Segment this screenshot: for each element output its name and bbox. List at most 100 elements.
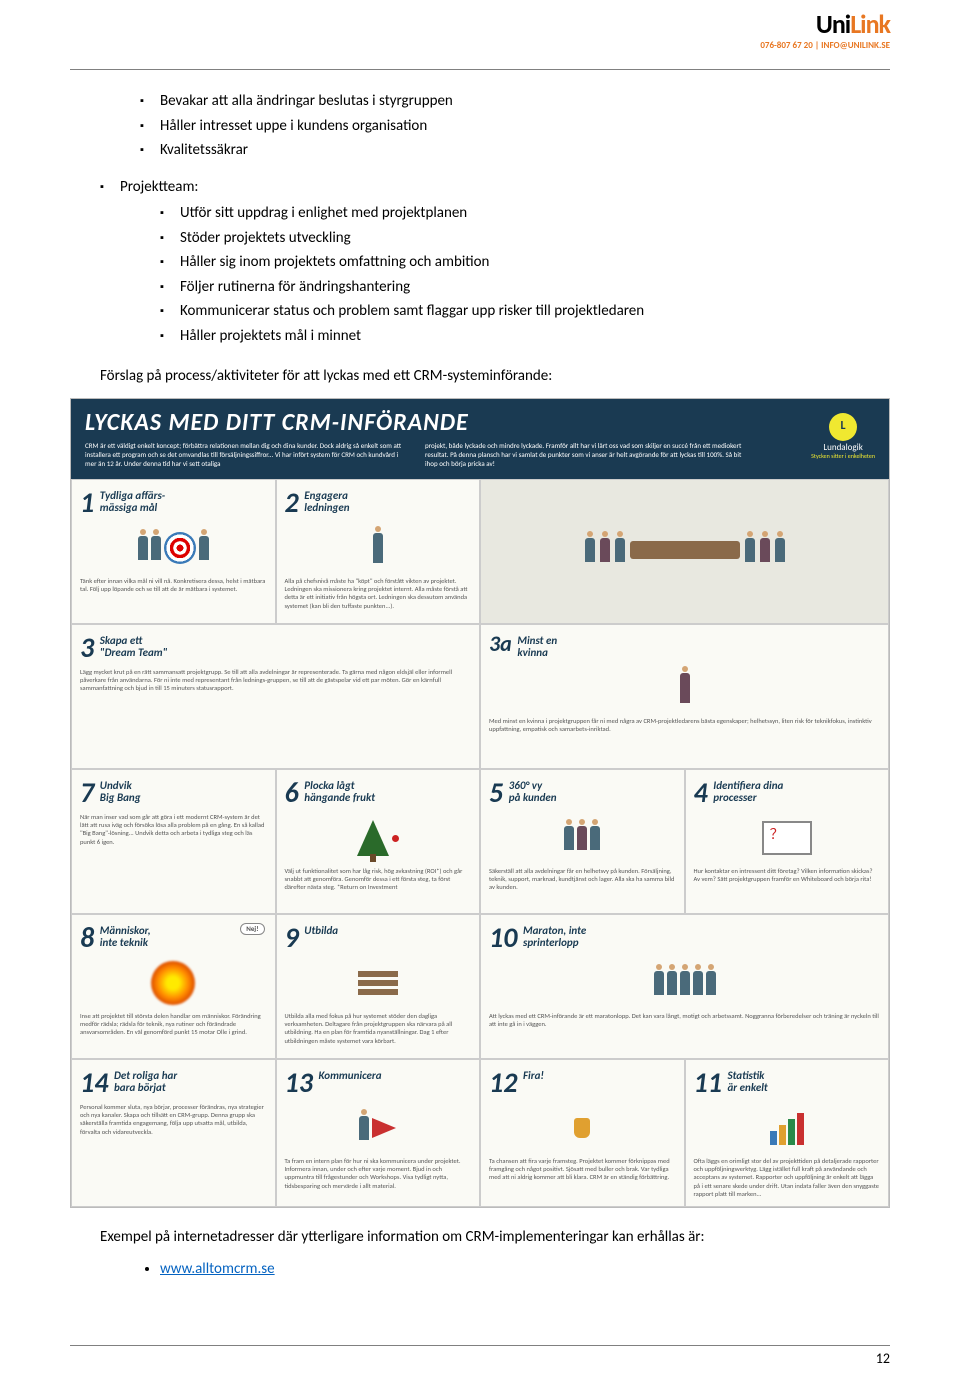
cell-title: 360° vypå kunden (509, 780, 557, 804)
meeting-illustration (480, 479, 889, 624)
page-number: 12 (876, 1350, 890, 1367)
cell-number: 3a (489, 631, 512, 657)
cell-body: Ofta läggs en orimligt stor del av proje… (694, 1157, 881, 1198)
list-item: Kommunicerar status och problem samt fla… (160, 300, 820, 323)
cell-7: 7 UndvikBig Bang När man inser vad som g… (71, 769, 276, 914)
leader-icon (285, 523, 472, 573)
runners-icon (489, 958, 880, 1008)
cell-body: Välj ut funktionalitet som har låg risk,… (285, 867, 472, 891)
cell-title: Människor,inte teknik (100, 925, 151, 949)
header-col-1: CRM är ett väldigt enkelt koncept; förbä… (85, 441, 411, 468)
woman-icon (489, 663, 880, 713)
cell-number: 5 (489, 776, 503, 810)
top-bullets: Bevakar att alla ändringar beslutas i st… (100, 90, 820, 162)
cell-1: 1 Tydliga affärs-mässiga mål Tänk efter … (71, 479, 276, 624)
cell-body: Säkerställ att alla avdelningar får en h… (489, 867, 676, 891)
cell-6: 6 Plocka lågthängande frukt Välj ut funk… (276, 769, 481, 914)
cell-11: 11 Statistikär enkelt Ofta läggs en orim… (685, 1059, 890, 1207)
cell-number: 4 (694, 776, 708, 810)
cell-title: Skapa ett"Dream Team" (100, 635, 168, 659)
cell-body: Hur kontaktar en intressent ditt företag… (694, 867, 881, 883)
cell-title: Utbilda (304, 925, 338, 937)
cell-body: Ta fram en intern plan för hur ni ska ko… (285, 1157, 472, 1190)
cell-body: Lägg mycket krut på en rätt sammansatt p… (80, 668, 471, 692)
projektteam-section: Projektteam: Utför sitt uppdrag i enligh… (100, 176, 820, 348)
cell-title: Maraton, intesprinterlopp (523, 925, 586, 949)
cell-body: Alla på chefsnivå måste ha "köpt" och fö… (285, 577, 472, 610)
cell-13: 13 Kommunicera Ta fram en intern plan fö… (276, 1059, 481, 1207)
cell-title: Plocka lågthängande frukt (304, 780, 375, 804)
cell-10: 10 Maraton, intesprinterlopp Att lyckas … (480, 914, 889, 1059)
cell-body: Tänk efter innan vilka mål ni vill nå. K… (80, 577, 267, 593)
classroom-icon (285, 958, 472, 1008)
cell-number: 8 (80, 921, 94, 955)
list-item: Stöder projektets utveckling (160, 227, 820, 250)
cell-title: Det roliga harbara börjat (114, 1070, 177, 1094)
infographic-title: LYCKAS MED DITT CRM-INFÖRANDE (85, 409, 875, 438)
cell-title: Minst enkvinna (517, 635, 557, 659)
cell-title: Fira! (523, 1070, 544, 1082)
unilink-logo: UniLink 076-807 67 20 | INFO@UNILINK.SE (760, 8, 890, 51)
cell-title: Kommunicera (318, 1070, 381, 1082)
cell-number: 9 (285, 921, 299, 955)
people-icon (489, 813, 676, 863)
nej-badge: Nej! (240, 923, 264, 935)
logo-black: Uni (816, 8, 850, 40)
alltomcrm-link[interactable]: www.alltomcrm.se (160, 1260, 275, 1278)
main-content: Bevakar att alla ändringar beslutas i st… (0, 70, 960, 388)
infographic-header: LYCKAS MED DITT CRM-INFÖRANDE CRM är ett… (71, 399, 889, 479)
cell-number: 6 (285, 776, 299, 810)
trophy-icon (489, 1103, 676, 1153)
cell-number: 2 (285, 486, 299, 520)
list-item: www.alltomcrm.se (160, 1260, 860, 1278)
cell-12: 12 Fira! Ta chansen att fira varje frams… (480, 1059, 685, 1207)
cell-title: Identifiera dinaprocesser (713, 780, 783, 804)
team-bullets: Utför sitt uppdrag i enlighet med projek… (120, 202, 820, 347)
lundalogik-tagline: Stycken sitter i enkelheten (811, 453, 875, 460)
cell-14: 14 Det roliga harbara börjat Personal ko… (71, 1059, 276, 1207)
forslag-paragraph: Förslag på process/aktiviteter för att l… (100, 365, 820, 388)
megaphone-icon (285, 1103, 472, 1153)
page-footer: 12 (70, 1345, 890, 1367)
list-item: Håller projektets mål i minnet (160, 325, 820, 348)
footer-paragraph: Exempel på internetadresser där ytterlig… (100, 1228, 860, 1246)
cell-body: Personal kommer sluta, nya börjar, proce… (80, 1103, 267, 1136)
list-item: Följer rutinerna för ändringshantering (160, 276, 820, 299)
cell-title: Engageraledningen (304, 490, 349, 514)
cell-number: 3 (80, 631, 94, 665)
tree-icon (285, 813, 472, 863)
cell-number: 14 (80, 1066, 108, 1100)
projektteam-label: Projektteam: (120, 178, 198, 196)
cell-title: Statistikär enkelt (727, 1070, 767, 1094)
cell-4: 4 Identifiera dinaprocesser Hur kontakta… (685, 769, 890, 914)
list-item: Bevakar att alla ändringar beslutas i st… (140, 90, 820, 113)
list-item: Kvalitetssäkrar (140, 139, 820, 162)
crm-infographic: LYCKAS MED DITT CRM-INFÖRANDE CRM är ett… (70, 398, 890, 1208)
cell-number: 7 (80, 776, 94, 810)
link-list: www.alltomcrm.se (100, 1260, 860, 1278)
cell-body: Att lyckas med ett CRM-införande är ett … (489, 1012, 880, 1028)
cell-body: Inse att projektet till största delen ha… (80, 1012, 267, 1036)
burst-icon (80, 958, 267, 1008)
cell-number: 1 (80, 486, 94, 520)
list-item: Håller sig inom projektets omfattning oc… (160, 251, 820, 274)
cell-number: 12 (489, 1066, 517, 1100)
cell-number: 13 (285, 1066, 313, 1100)
page-header: UniLink 076-807 67 20 | INFO@UNILINK.SE (70, 0, 890, 70)
infographic-grid: 1 Tydliga affärs-mässiga mål Tänk efter … (71, 479, 889, 1207)
footer-content: Exempel på internetadresser där ytterlig… (0, 1208, 960, 1278)
header-col-2: projekt, både lyckade och mindre lyckade… (425, 441, 751, 468)
lundalogik-logo: L Lundalogik Stycken sitter i enkelheten (811, 413, 875, 461)
whiteboard-icon (694, 813, 881, 863)
logo-contact: 076-807 67 20 | INFO@UNILINK.SE (760, 40, 890, 51)
target-icon (80, 523, 267, 573)
cell-title: Tydliga affärs-mässiga mål (100, 490, 165, 514)
bar-chart-icon (694, 1103, 881, 1153)
cell-body: Med minst en kvinna i projektgruppen får… (489, 717, 880, 733)
cell-body: Utbilda alla med fokus på hur systemet s… (285, 1012, 472, 1045)
cell-body: När man inser vad som går att göra i ett… (80, 813, 267, 846)
cell-number: 10 (489, 921, 517, 955)
cell-8: 8 Människor,inte teknik Nej! Inse att pr… (71, 914, 276, 1059)
cell-3a: 3a Minst enkvinna Med minst en kvinna i … (480, 624, 889, 769)
logo-circle-icon: L (829, 413, 857, 441)
